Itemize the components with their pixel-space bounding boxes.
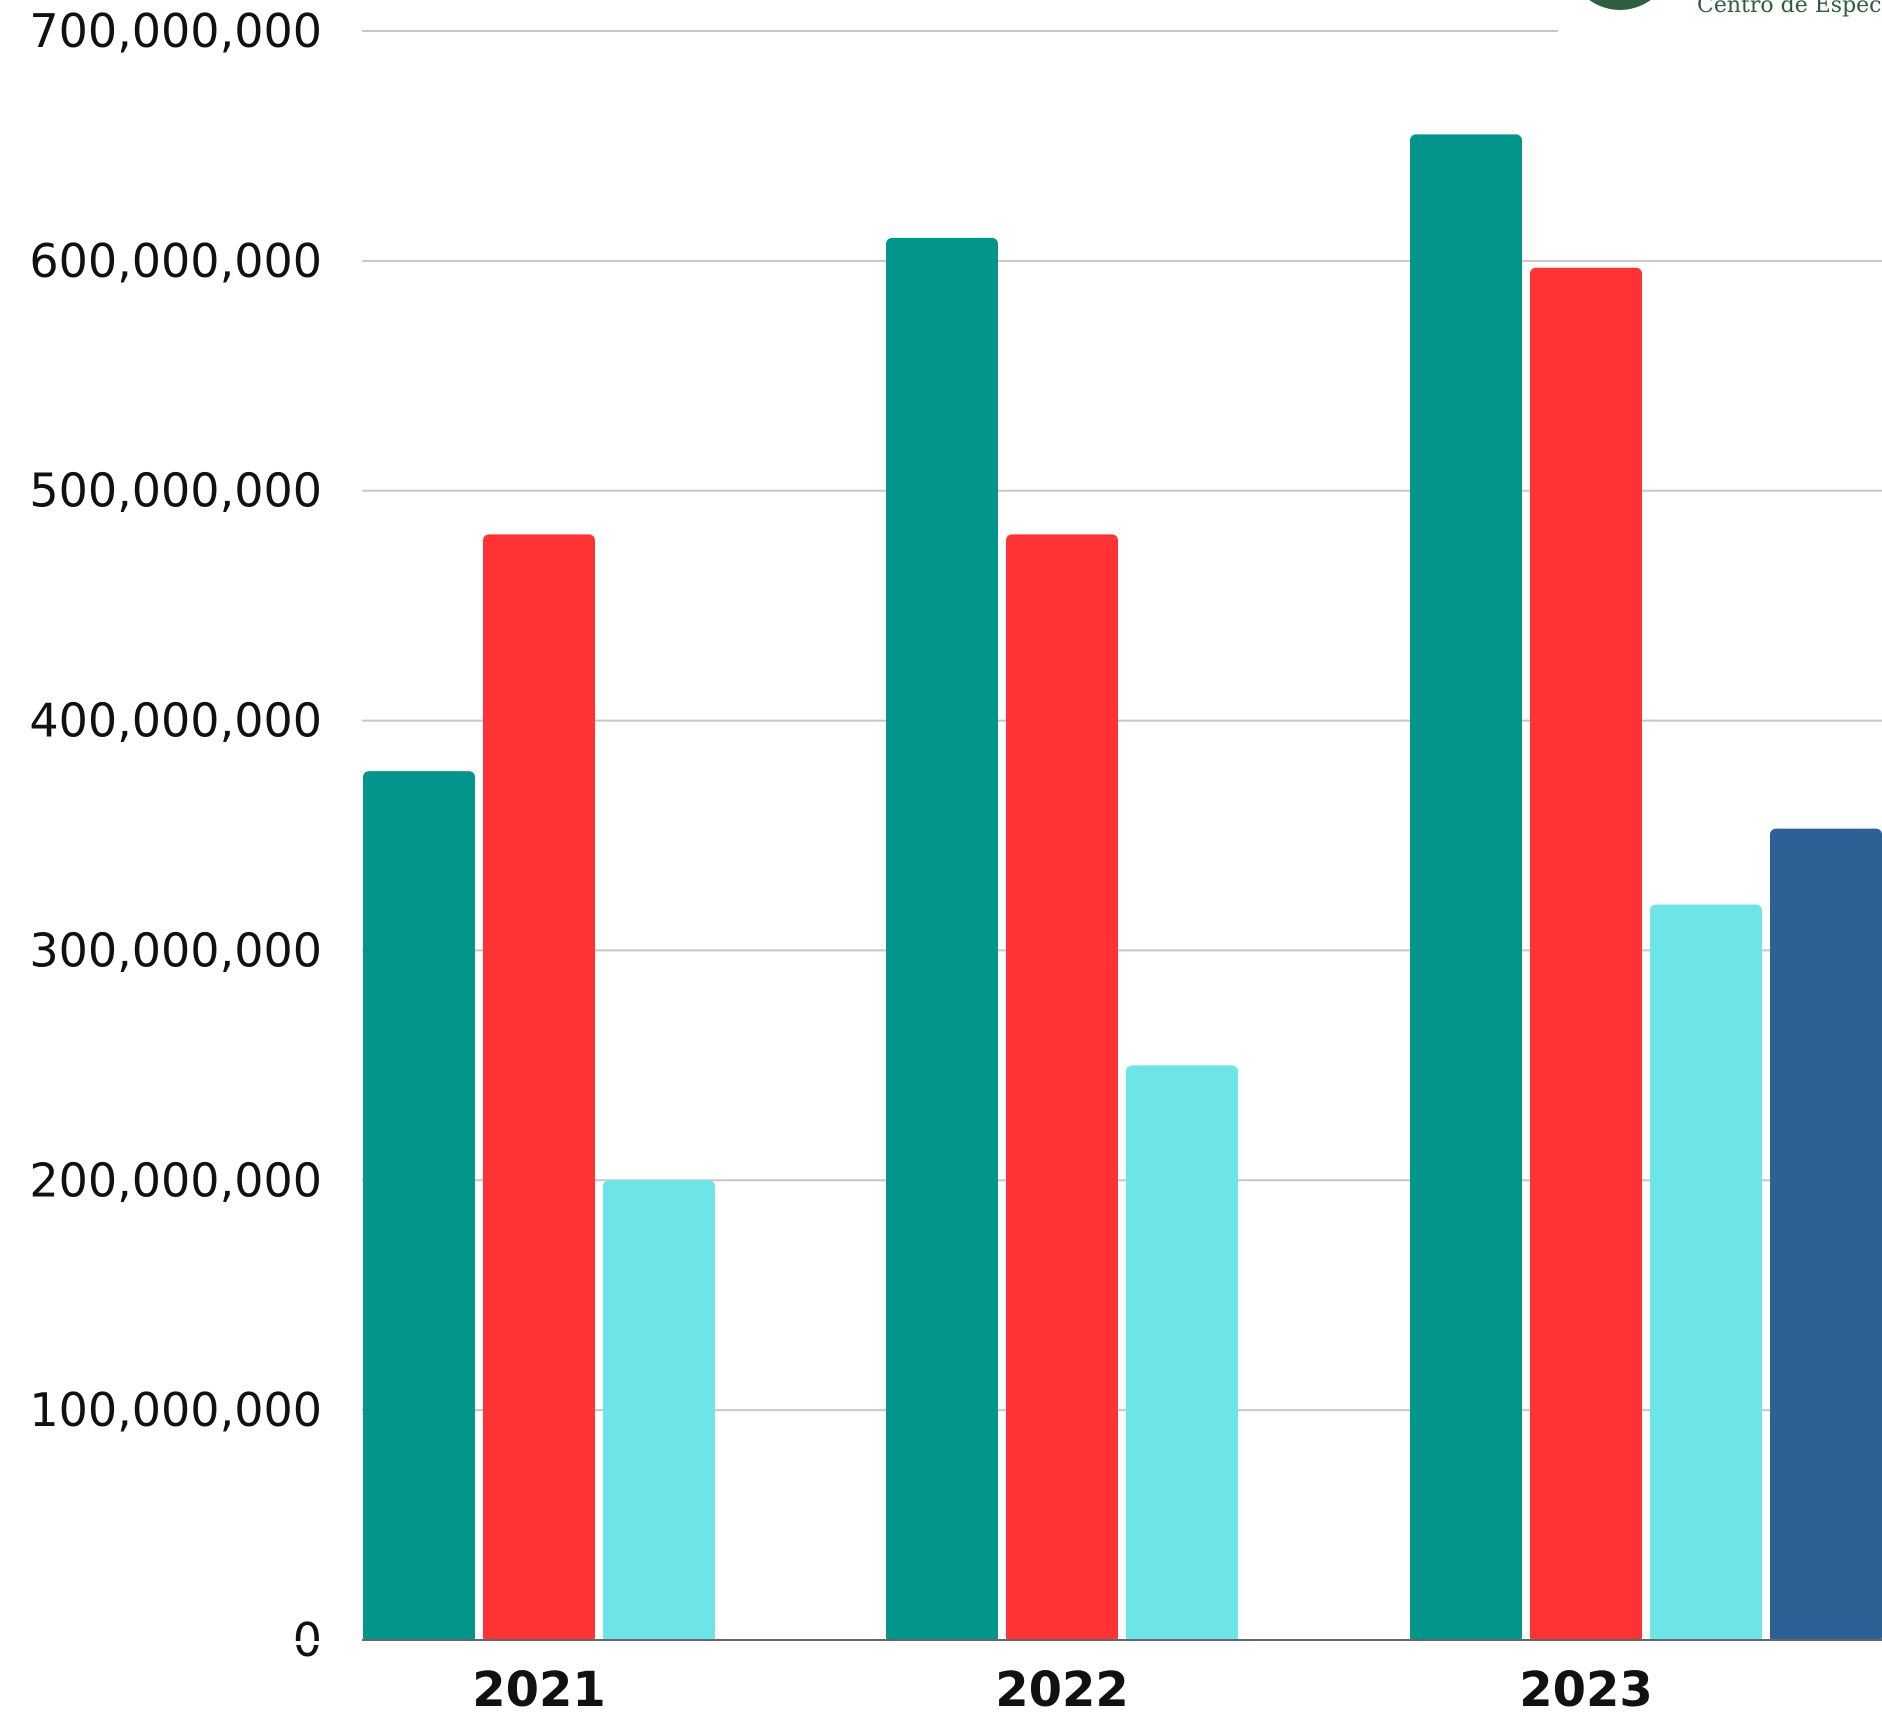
bar-2021-series-2 (483, 534, 595, 1643)
x-axis-ticks: 2021 2022 2023 (472, 1662, 1653, 1718)
y-tick-label: 100,000,000 (29, 1383, 322, 1437)
bar-2023-series-3 (1650, 904, 1762, 1643)
bar-2022-series-3 (1126, 1065, 1238, 1643)
bar-2023-series-4 (1770, 828, 1882, 1643)
logo-emblem (1589, 0, 1651, 10)
bar-2023-series-2 (1530, 267, 1642, 1643)
y-tick-label: 0 (293, 1613, 322, 1667)
bars (0, 134, 1882, 1645)
y-tick-label: 700,000,000 (29, 4, 322, 58)
baseline-mask (0, 1641, 1882, 1645)
y-tick-label: 300,000,000 (29, 923, 322, 977)
y-axis-ticks: 0 100,000,000 200,000,000 300,000,000 400,00… (29, 4, 322, 1667)
bar-2022-series-1 (886, 237, 998, 1643)
x-tick-label: 2022 (995, 1662, 1129, 1718)
x-tick-label: 2023 (1519, 1662, 1653, 1718)
logo-text: Centro de Espec (1697, 0, 1882, 18)
y-tick-label: 400,000,000 (29, 694, 322, 748)
bar-2021-series-3 (603, 1180, 715, 1643)
bar-2022-series-2 (1006, 534, 1118, 1643)
bar-2021-series-1 (363, 771, 475, 1643)
x-tick-label: 2021 (472, 1662, 606, 1718)
y-tick-label: 600,000,000 (29, 234, 322, 288)
bar-2023-series-1 (1410, 134, 1522, 1644)
logo: Centro de Espec (1589, 0, 1882, 18)
y-tick-label: 500,000,000 (29, 464, 322, 518)
y-tick-label: 200,000,000 (29, 1153, 322, 1207)
